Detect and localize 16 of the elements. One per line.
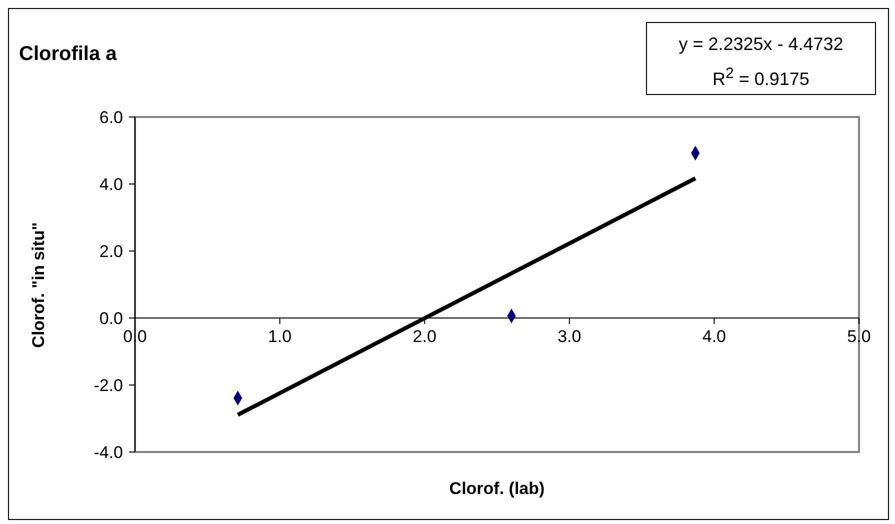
y-tick-label: 0.0 (99, 309, 123, 328)
y-tick-label: -2.0 (94, 376, 123, 395)
y-tick-label: -4.0 (94, 443, 123, 462)
x-tick-label: 4.0 (702, 327, 726, 346)
text: R$^{2}$ = 0.9175 (712, 64, 810, 91)
chart-title: Clorofila a (19, 43, 117, 66)
y-tick-label: 6.0 (99, 108, 123, 127)
y-tick-label: 4.0 (99, 175, 123, 194)
x-tick-label: 2.0 (412, 327, 436, 346)
x-tick-label: 1.0 (268, 327, 292, 346)
x-axis-title: Clorof. (lab) (448, 479, 546, 499)
y-axis-title: Clorof. "in situ" (29, 222, 49, 348)
text: y = 2.2325x - 4.4732 (678, 33, 844, 56)
x-tick-label: 5.0 (847, 327, 871, 346)
x-tick-label: 3.0 (558, 327, 582, 346)
y-tick-label: 2.0 (99, 242, 123, 261)
